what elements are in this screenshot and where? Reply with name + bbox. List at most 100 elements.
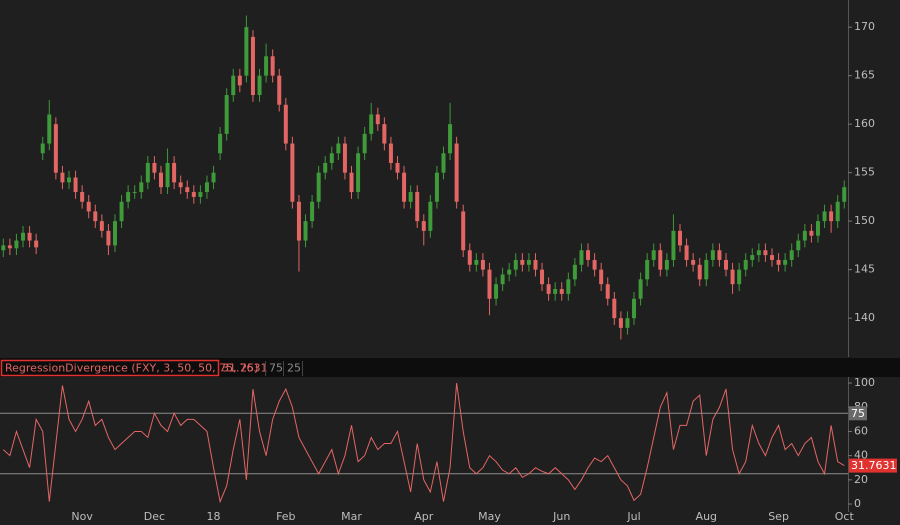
candle-body — [474, 259, 479, 265]
candle-body — [290, 143, 295, 202]
candle-body — [421, 221, 426, 231]
candle-body — [546, 284, 551, 294]
candle-body — [86, 201, 91, 212]
candle-body — [244, 27, 249, 76]
candle-body — [47, 114, 52, 144]
candle-body — [329, 153, 334, 163]
candle-body — [408, 192, 413, 202]
candle-body — [415, 192, 420, 222]
candle-body — [323, 162, 328, 173]
candle-body — [40, 143, 45, 154]
candle-body — [697, 264, 702, 280]
candle-body — [448, 124, 453, 154]
candle-body — [566, 279, 571, 294]
candle-body — [185, 187, 190, 193]
study-level: 75 — [269, 362, 283, 375]
candle-body — [842, 187, 847, 202]
candle-body — [796, 240, 801, 251]
candle-body — [7, 245, 12, 249]
candle-body — [769, 255, 774, 260]
candle-body — [191, 192, 196, 197]
candle-body — [349, 172, 354, 193]
candle-body — [434, 172, 439, 202]
candle-body — [756, 250, 761, 256]
candle-body — [277, 75, 282, 105]
y-tick-label: 160 — [854, 117, 875, 130]
x-tick-label: Apr — [414, 510, 434, 523]
candle-body — [316, 172, 321, 202]
candle-body — [632, 298, 637, 319]
candle-body — [461, 211, 466, 251]
x-tick-label: Dec — [144, 510, 165, 523]
candle-body — [296, 201, 301, 241]
candle-body — [454, 143, 459, 202]
candle-body — [809, 230, 814, 236]
candle-body — [783, 259, 788, 265]
candle-body — [664, 259, 669, 270]
candle-body — [494, 284, 499, 299]
candle-body — [724, 259, 728, 270]
candle-body — [651, 250, 656, 260]
y-tick-label: 170 — [854, 20, 875, 33]
study-label-box[interactable] — [0, 359, 220, 377]
candle-body — [67, 177, 71, 183]
candle-body — [704, 259, 709, 280]
y-tick-label: 165 — [854, 69, 875, 82]
candle-body — [743, 259, 748, 270]
candle-body — [776, 259, 781, 265]
candle-body — [586, 250, 591, 260]
y-tick-label: 150 — [854, 214, 875, 227]
candle-body — [835, 201, 840, 222]
x-tick-label: Jun — [552, 510, 570, 523]
candle-body — [132, 192, 137, 194]
y-tick-label: 60 — [854, 424, 868, 437]
y-tick-label: 40 — [854, 449, 868, 462]
candle-body — [671, 230, 676, 260]
study-level: 25 — [287, 362, 301, 375]
candle-body — [467, 250, 472, 265]
study-header — [0, 358, 900, 377]
candle-body — [513, 259, 518, 270]
y-tick-label: 140 — [854, 311, 875, 324]
candle-body — [500, 274, 505, 285]
candle-body — [375, 114, 380, 125]
candle-body — [14, 240, 19, 249]
candle-body — [80, 192, 85, 202]
candle-body — [645, 259, 650, 280]
candle-body — [737, 269, 742, 285]
candle-body — [625, 318, 630, 328]
candle-body — [763, 250, 768, 256]
candle-body — [152, 162, 157, 173]
candle-body — [21, 232, 26, 241]
study-line — [2, 382, 845, 504]
candle-body — [264, 56, 269, 76]
candle-body — [540, 269, 545, 285]
level-badge — [849, 406, 867, 421]
candle-body — [382, 124, 387, 144]
candle-body — [198, 192, 203, 197]
x-tick-label: Feb — [276, 510, 295, 523]
candle-body — [34, 240, 39, 248]
candle-body — [93, 211, 98, 222]
candle-body — [526, 259, 531, 265]
candle-body — [507, 269, 512, 275]
candle-body — [158, 172, 163, 188]
candle-body — [599, 269, 604, 285]
candle-body — [658, 250, 663, 270]
candle-body — [257, 75, 262, 96]
candle-body — [559, 289, 564, 294]
candle-body — [356, 153, 361, 193]
candle-body — [441, 153, 446, 173]
candle-body — [218, 133, 223, 154]
candle-body — [612, 298, 617, 319]
candle-body — [684, 245, 689, 260]
candle-body — [165, 162, 170, 188]
x-tick-label: Oct — [835, 510, 855, 523]
candle-body — [250, 36, 255, 96]
candle-body — [822, 211, 827, 222]
candle-body — [789, 250, 794, 260]
candle-body — [388, 143, 393, 163]
candle-body — [802, 230, 807, 241]
candle-body — [60, 172, 65, 183]
